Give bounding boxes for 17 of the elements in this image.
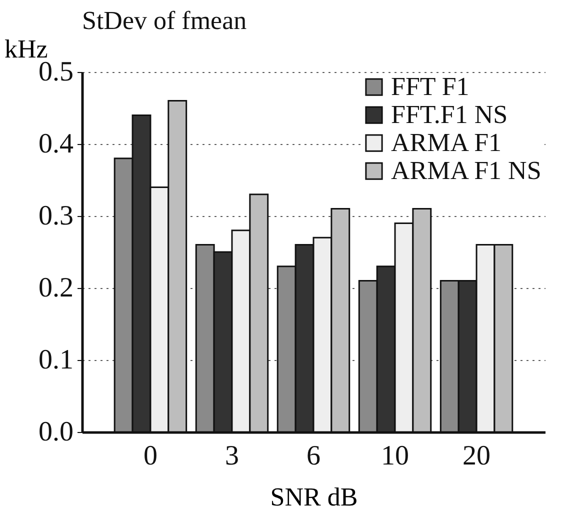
x-axis-title: SNR dB [270, 482, 358, 512]
y-tick-label: 0.4 [38, 128, 74, 160]
chart-title: StDev of fmean [82, 6, 247, 35]
x-tick-label: 20 [462, 440, 491, 472]
legend-label: FFT F1 [391, 72, 470, 101]
legend-label: ARMA F1 NS [391, 156, 542, 185]
x-tick-label: 6 [306, 440, 320, 472]
y-tick-label: 0.1 [38, 344, 74, 376]
x-tick-label: 10 [381, 440, 410, 472]
y-tick-label: 0.5 [38, 56, 74, 88]
y-tick-label: 0.2 [38, 272, 74, 304]
x-tick-label: 3 [224, 440, 239, 472]
y-tick-label: 0.3 [38, 200, 74, 232]
legend-label: ARMA F1 [391, 128, 502, 157]
legend-label: FFT.F1 NS [391, 100, 508, 129]
x-tick-label: 0 [143, 440, 158, 472]
y-tick-label: 0.0 [38, 416, 74, 448]
